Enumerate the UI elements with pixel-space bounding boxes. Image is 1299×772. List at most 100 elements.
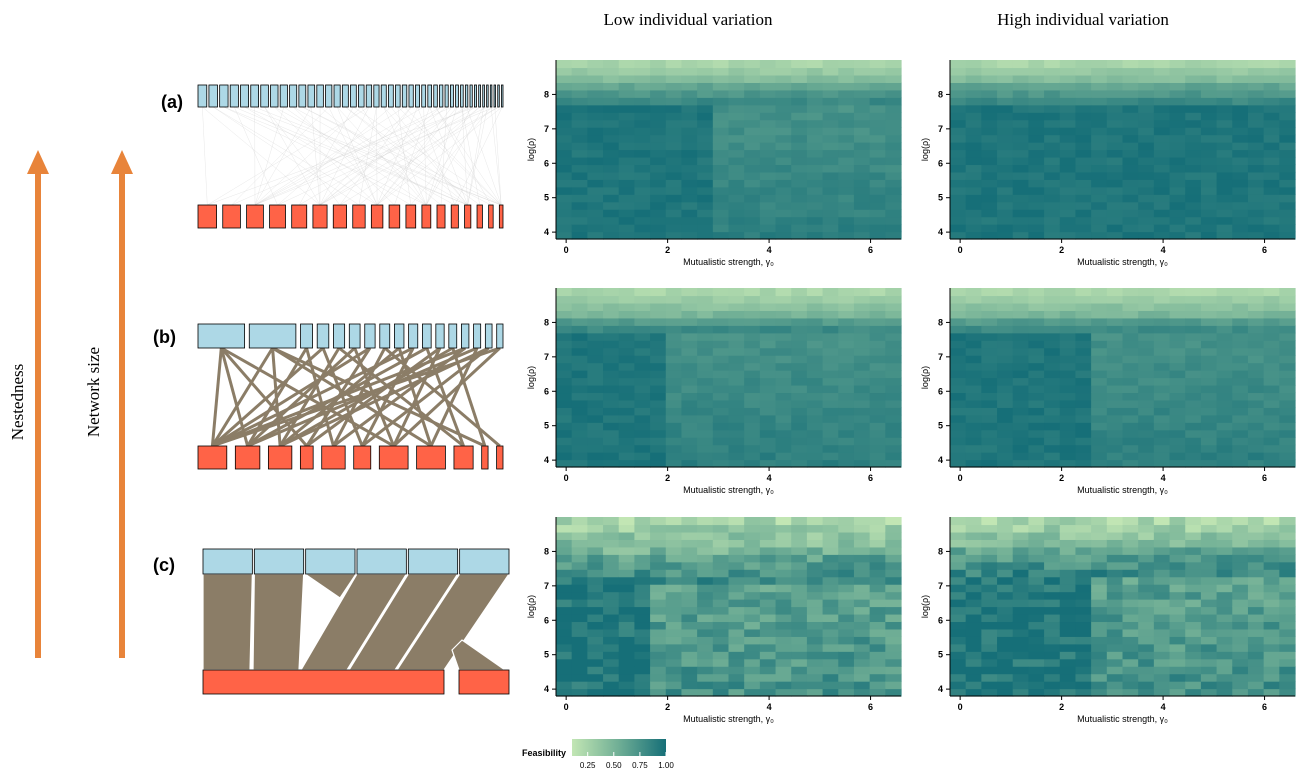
heatmap-cell — [1216, 688, 1233, 697]
heatmap-cell — [603, 156, 620, 166]
heatmap-cell — [885, 209, 902, 218]
heatmap-cell — [997, 554, 1014, 563]
heatmap-cell — [665, 194, 683, 203]
bottom-node — [450, 204, 459, 229]
heatmap-cell — [603, 569, 620, 578]
heatmap-cell — [1185, 295, 1202, 304]
network-link — [392, 346, 501, 448]
heatmap-cell — [791, 621, 808, 630]
heatmap-cell — [775, 231, 792, 240]
heatmap-cell — [1185, 591, 1202, 600]
heatmap-cell — [1091, 60, 1108, 69]
heatmap-cell — [869, 134, 886, 143]
heatmap-cell — [806, 384, 824, 394]
heatmap-cell — [744, 613, 761, 623]
nestedness-label: Nestedness — [8, 364, 27, 440]
network-link — [404, 106, 502, 206]
heatmap-cell — [1247, 89, 1265, 98]
heatmap-cell — [1044, 539, 1061, 548]
bottom-node — [332, 204, 347, 229]
heatmap-cell — [1075, 362, 1092, 371]
heatmap-cell — [603, 613, 620, 623]
heatmap-cell — [634, 524, 651, 533]
heatmap-cell — [650, 317, 667, 326]
heatmap-cell — [1247, 362, 1265, 371]
heatmap-cell — [728, 444, 745, 453]
heatmap-cell — [1153, 156, 1171, 166]
heatmap-cell — [1075, 422, 1092, 431]
heatmap-cell — [1075, 142, 1092, 151]
heatmap-cell — [869, 201, 886, 210]
top-node — [401, 84, 408, 108]
heatmap-cell — [791, 302, 808, 311]
network-link — [358, 106, 377, 206]
heatmap-cell — [1279, 621, 1296, 630]
heatmap-cell — [1028, 584, 1045, 593]
heatmap-cell — [775, 82, 792, 91]
heatmap-cell — [618, 317, 636, 326]
heatmap-cell — [1091, 517, 1108, 526]
heatmap-cell — [838, 362, 855, 371]
heatmap-cell — [1122, 606, 1139, 615]
heatmap-cell — [634, 636, 651, 645]
heatmap-cell — [1075, 179, 1092, 188]
network-link — [277, 106, 488, 206]
heatmap-cell — [1044, 377, 1061, 386]
heatmap-cell — [1200, 209, 1218, 218]
heatmap-cell — [1279, 437, 1296, 446]
heatmap-cell — [885, 347, 902, 356]
heatmap-cell — [1263, 628, 1280, 637]
heatmap-cell — [1185, 392, 1202, 401]
heatmap-cell — [981, 224, 998, 233]
heatmap-cell — [1028, 546, 1045, 555]
heatmap-cell — [587, 437, 604, 446]
heatmap-cell — [1216, 224, 1233, 233]
heatmap-cell — [1232, 444, 1249, 453]
heatmap-cell — [869, 599, 886, 608]
heatmap-cell — [965, 216, 982, 225]
heatmap-cell — [1263, 399, 1280, 408]
heatmap-cell — [1279, 288, 1296, 297]
heatmap-cell — [1263, 554, 1280, 563]
heatmap-cell — [806, 681, 824, 690]
heatmap-cell — [1263, 310, 1280, 319]
heatmap-cell — [1075, 666, 1092, 675]
heatmap-cell — [775, 370, 792, 379]
heatmap-cell — [981, 414, 998, 423]
heatmap-cell — [822, 459, 839, 468]
heatmap-cell — [1012, 384, 1030, 394]
heatmap-cell — [838, 231, 855, 240]
heatmap-cell — [1153, 82, 1171, 91]
heatmap-cell — [806, 97, 824, 106]
heatmap-cell — [1044, 531, 1061, 540]
heatmap-cell — [1200, 325, 1218, 334]
heatmap-cell — [1106, 302, 1124, 311]
heatmap-cell — [603, 355, 620, 364]
heatmap-cell — [634, 295, 651, 304]
heatmap-cell — [1185, 164, 1202, 173]
top-node — [333, 84, 341, 108]
heatmap-cell — [1216, 60, 1233, 69]
heatmap-cell — [853, 302, 871, 311]
heatmap-cell — [1059, 407, 1077, 416]
y-tick-label: 4 — [544, 455, 549, 465]
heatmap-cell — [1263, 67, 1280, 76]
heatmap-cell — [697, 295, 714, 304]
heatmap-cell — [1122, 636, 1139, 645]
heatmap-cell — [950, 606, 967, 615]
heatmap-cell — [791, 636, 808, 645]
heatmap-cell — [571, 171, 588, 180]
heatmap-cell — [806, 179, 824, 188]
heatmap-cell — [965, 658, 982, 667]
heatmap-cell — [712, 74, 730, 83]
heatmap-cell — [556, 517, 573, 526]
heatmap-cell — [775, 149, 792, 158]
heatmap-cell — [634, 97, 651, 106]
heatmap-cell — [1279, 444, 1296, 453]
heatmap-cell — [1028, 561, 1045, 570]
heatmap-cell — [650, 392, 667, 401]
heatmap-cell — [981, 658, 998, 667]
heatmap-cell — [1247, 171, 1265, 180]
heatmap-cell — [1263, 658, 1280, 667]
